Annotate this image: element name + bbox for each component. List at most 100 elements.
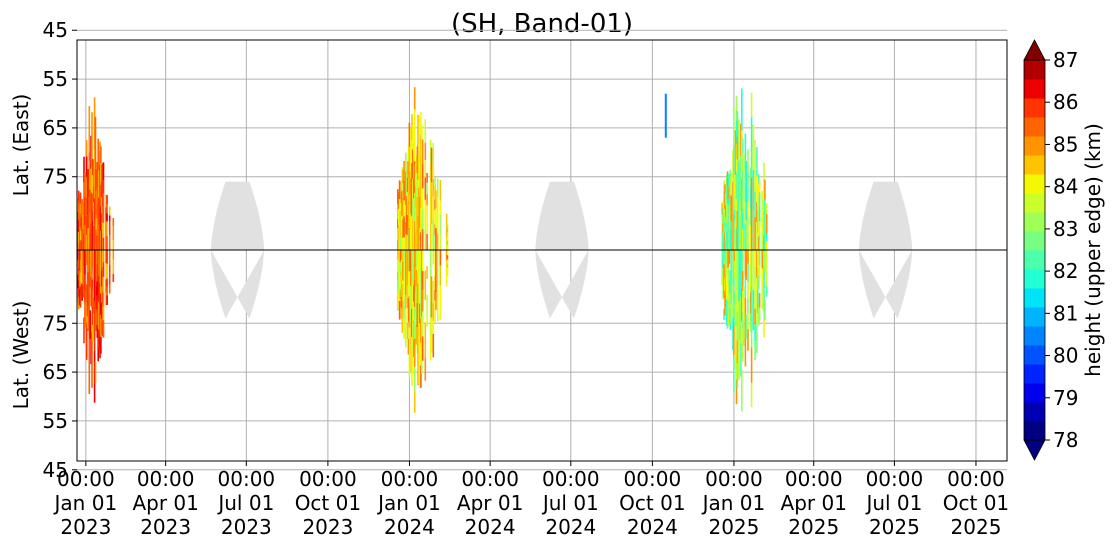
data-cell-west [752, 289, 755, 331]
data-cell-west [85, 302, 88, 323]
data-cell-west [87, 306, 90, 332]
data-cell-east [94, 169, 97, 201]
data-cell-west [95, 270, 98, 286]
data-cell-east [92, 232, 94, 250]
data-cell-east [411, 216, 413, 250]
no-data-region [535, 181, 589, 250]
data-cell-east [745, 161, 748, 186]
data-cell-west [727, 250, 730, 268]
data-cell-east [419, 196, 421, 228]
data-cell-east [97, 171, 99, 200]
data-cell-west [727, 267, 730, 284]
data-cell-west [757, 250, 760, 264]
data-cell-west [403, 283, 405, 300]
data-cell-east [82, 214, 84, 230]
data-cell-east [91, 220, 93, 250]
data-cell-west [741, 291, 744, 313]
colorbar-segment [1024, 269, 1045, 289]
data-cell-west [401, 284, 404, 310]
data-cell-east [112, 218, 115, 227]
data-cell-west [105, 292, 107, 306]
data-cell-west [411, 337, 413, 360]
data-cell-east [723, 212, 725, 225]
data-cell-east [84, 172, 86, 198]
data-cell-east [756, 202, 758, 223]
data-cell-east [741, 211, 743, 250]
data-cell-east [84, 197, 86, 226]
data-cell-west [108, 273, 111, 279]
data-cell-west [108, 278, 111, 285]
data-cell-east [98, 223, 100, 250]
data-cell-east [724, 209, 726, 222]
x-tick-label: 2024 [627, 515, 678, 539]
data-cell-east [744, 223, 747, 250]
data-cell-west [736, 250, 739, 270]
data-cell-west [397, 259, 399, 272]
data-cell-east [413, 236, 415, 250]
data-cell-east [426, 173, 428, 183]
data-cell-west [399, 250, 402, 263]
data-cell-east [736, 210, 739, 231]
data-cell-west [399, 289, 402, 299]
data-cell-west [436, 286, 439, 303]
data-cell-east [413, 193, 416, 221]
data-cell-west [732, 250, 734, 287]
data-cell-west [736, 340, 739, 364]
data-cell-west [93, 350, 96, 403]
data-cell-west [91, 307, 93, 333]
x-tick-label: 00:00 [624, 467, 682, 491]
data-cell-east [741, 178, 743, 212]
data-cell-east [726, 185, 729, 204]
data-cell-east [98, 197, 100, 224]
data-cell-west [765, 259, 768, 267]
data-cell-west [92, 279, 94, 290]
data-cell-west [741, 346, 744, 362]
data-cell-west [414, 292, 417, 314]
data-cell-east [96, 218, 99, 236]
x-tick-label: 00:00 [218, 467, 276, 491]
data-cell-east [77, 231, 80, 243]
data-cell-west [725, 273, 727, 284]
data-cell-west [734, 325, 737, 370]
data-cell-west [100, 337, 102, 354]
data-cell-east [406, 214, 409, 236]
data-cell-east [92, 175, 94, 194]
data-cell-east [733, 144, 735, 178]
x-tick-label: Apr 01 [781, 491, 847, 515]
data-cell-east [432, 179, 435, 197]
data-cell-east [763, 188, 765, 211]
data-cell-west [744, 250, 747, 277]
data-cell-east [740, 203, 742, 250]
data-cell-west [91, 279, 93, 308]
no-data-region [210, 250, 265, 319]
data-cell-west [737, 337, 740, 380]
data-cell-east [426, 194, 428, 206]
data-cell-west [421, 290, 424, 312]
data-cell-west [741, 312, 744, 329]
data-cell-east [93, 149, 96, 199]
data-cell-west [744, 297, 747, 332]
data-cell-east [757, 184, 760, 197]
data-cell-west [400, 271, 403, 284]
data-cell-east [405, 204, 407, 222]
data-cell-east [91, 138, 93, 167]
data-cell-east [96, 204, 99, 219]
data-cell-west [96, 264, 99, 282]
y-tick-label-west: 55 [43, 409, 68, 433]
data-cell-east [747, 170, 749, 187]
data-cell-west [407, 298, 410, 323]
data-cell-east [415, 175, 418, 200]
data-cell-east [421, 221, 423, 250]
data-cell-west [413, 307, 416, 339]
data-cell-east [758, 234, 761, 250]
data-cell-east [411, 191, 413, 217]
data-cell-west [90, 276, 92, 307]
data-cell-east [82, 202, 84, 215]
data-cell-west [408, 250, 411, 272]
data-cell-east [432, 219, 435, 236]
data-cell-east [85, 215, 88, 235]
data-cell-east [400, 202, 403, 216]
data-cell-west [411, 308, 413, 338]
data-cell-east [414, 207, 417, 233]
